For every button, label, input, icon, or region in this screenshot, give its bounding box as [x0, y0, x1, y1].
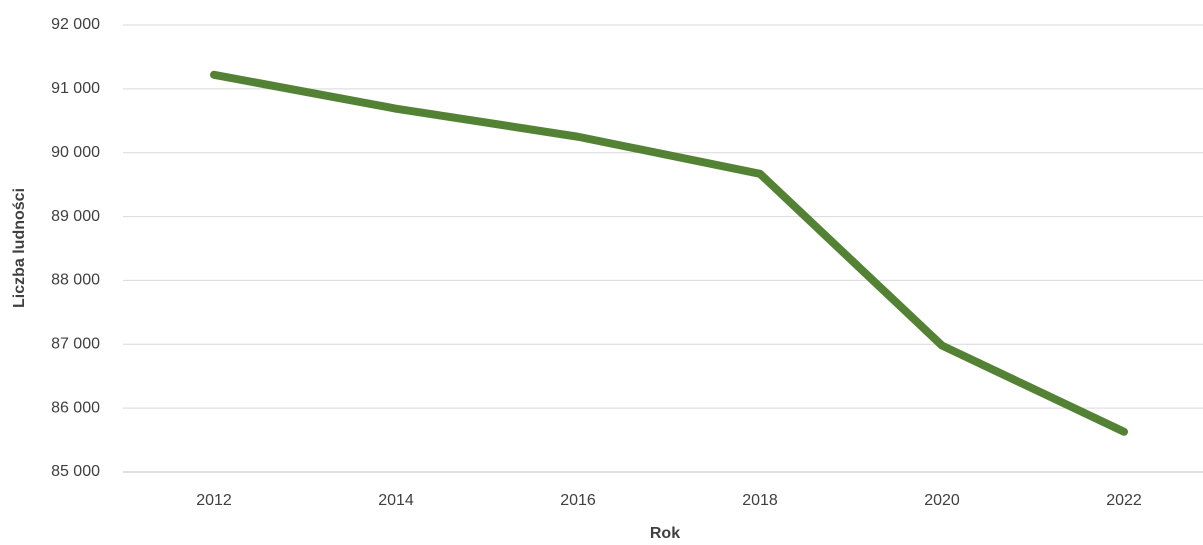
- y-tick-label: 85 000: [51, 463, 100, 480]
- x-tick-label: 2016: [560, 492, 596, 509]
- y-tick-label: 88 000: [51, 272, 100, 289]
- y-tick-label: 92 000: [51, 16, 100, 33]
- y-tick-label: 91 000: [51, 80, 100, 97]
- x-tick-label: 2020: [924, 492, 960, 509]
- x-axis-title: Rok: [650, 525, 680, 542]
- y-axis-title: Liczba ludności: [11, 188, 28, 308]
- y-tick-label: 89 000: [51, 208, 100, 225]
- data-line: [210, 70, 1128, 436]
- x-tick-label: 2014: [378, 492, 414, 509]
- x-tick-label: 2022: [1106, 492, 1142, 509]
- y-tick-label: 90 000: [51, 144, 100, 161]
- x-tick-label: 2012: [196, 492, 232, 509]
- y-tick-label: 86 000: [51, 399, 100, 416]
- y-tick-label: 87 000: [51, 336, 100, 353]
- x-tick-label: 2018: [742, 492, 778, 509]
